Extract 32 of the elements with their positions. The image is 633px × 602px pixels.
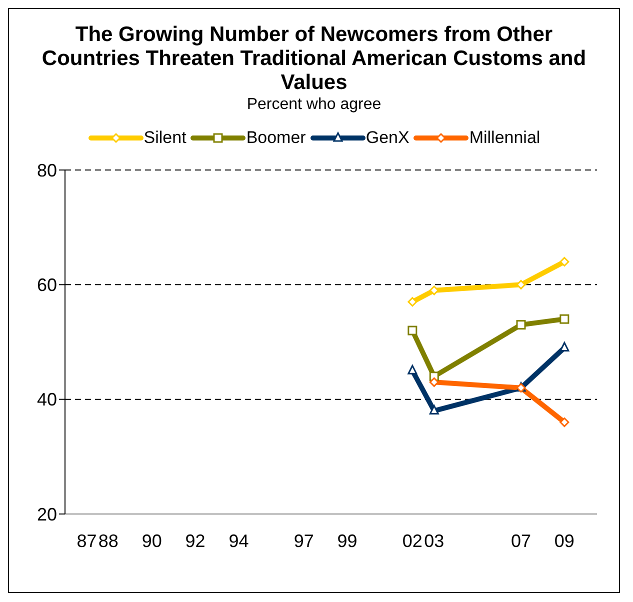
point xyxy=(408,326,418,336)
x-tick-label: 92 xyxy=(185,530,206,551)
x-tick-label: 07 xyxy=(510,530,532,551)
point xyxy=(560,342,570,352)
legend-label: GenX xyxy=(366,128,410,148)
x-tick-label: 99 xyxy=(337,530,358,551)
y-tick-label: 40 xyxy=(36,390,57,410)
point xyxy=(429,405,439,415)
point xyxy=(560,418,570,428)
point xyxy=(408,297,418,307)
y-tick-label: 80 xyxy=(36,160,57,180)
legend-label: Millennial xyxy=(469,128,540,148)
x-tick-label: 87 xyxy=(76,530,97,551)
legend-label: Boomer xyxy=(246,128,306,148)
point xyxy=(429,377,439,387)
point xyxy=(560,314,570,324)
x-tick-label: 94 xyxy=(228,530,249,551)
x-tick-label: 88 xyxy=(98,530,118,551)
chart-title: The Growing Number of Newcomers from Other Countries Threaten Traditional American Customs and Values xyxy=(40,23,588,95)
legend-label: Silent xyxy=(144,128,186,148)
x-tick-label: 90 xyxy=(142,530,162,551)
x-tick-label: 09 xyxy=(554,530,574,551)
point xyxy=(516,320,526,330)
point xyxy=(560,256,570,266)
x-tick-label: 97 xyxy=(294,530,314,551)
x-tick-label: 02 xyxy=(402,530,422,551)
y-tick-label: 20 xyxy=(36,504,57,524)
x-tick-label: 03 xyxy=(424,530,444,551)
chart-subtitle: Percent who agree xyxy=(246,96,382,114)
point xyxy=(408,364,418,374)
y-tick-label: 60 xyxy=(36,275,57,296)
point xyxy=(429,286,439,296)
